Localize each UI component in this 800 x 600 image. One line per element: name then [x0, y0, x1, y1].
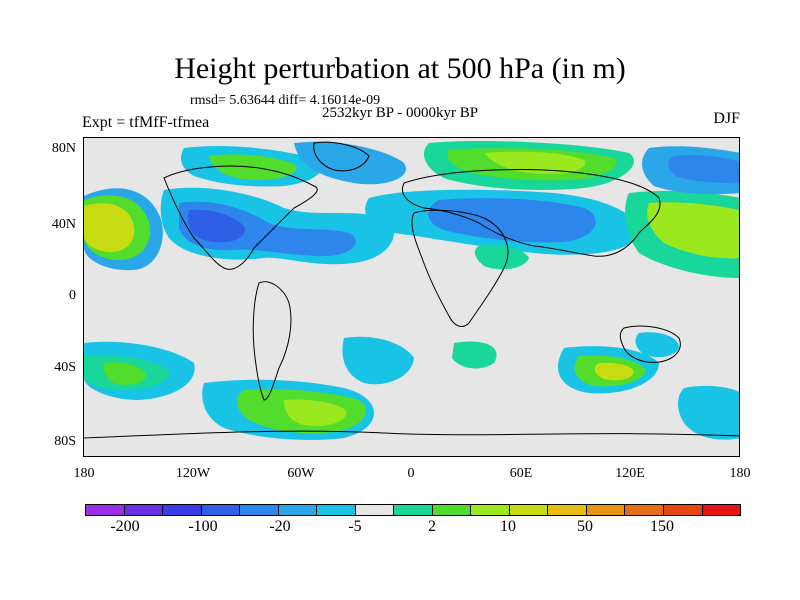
- coastlines: [84, 141, 739, 439]
- colorbar-segment-4: [240, 505, 279, 515]
- colorbar-segment-14: [625, 505, 664, 515]
- colorbar-label-7: 150: [650, 518, 674, 535]
- colorbar-label-1: -100: [188, 518, 218, 535]
- experiment-label: Expt = tfMfF-tfmea: [82, 114, 210, 131]
- x-tick-60w: 60W: [287, 466, 315, 481]
- fill-africa-blob: [474, 244, 529, 270]
- colorbar-label-0: -200: [110, 518, 140, 535]
- fill-greenland: [294, 141, 406, 185]
- colorbar-segment-3: [201, 505, 241, 515]
- colorbar-segment-15: [663, 505, 703, 515]
- fill-sh-africa: [452, 341, 497, 369]
- stats-label: rmsd= 5.63644 diff= 4.16014e-09: [190, 93, 381, 108]
- colorbar-label-2: -20: [269, 518, 291, 535]
- coast-australia: [619, 325, 681, 363]
- colorbar-segment-5: [278, 505, 318, 515]
- colorbar-segment-9: [432, 505, 472, 515]
- y-tick-40s: 40S: [54, 360, 76, 375]
- x-tick-120e: 120E: [615, 466, 645, 481]
- x-tick-60e: 60E: [509, 466, 533, 481]
- coast-eurasia: [401, 169, 661, 257]
- coast-greenland: [313, 141, 370, 172]
- colorbar-label-4: 2: [428, 518, 436, 535]
- colorbar-segment-7: [355, 505, 395, 515]
- fill-namerica-inner: [187, 209, 245, 243]
- colorbar-segment-2: [163, 505, 202, 515]
- coast-north-america: [163, 165, 318, 270]
- y-tick-40n: 40N: [51, 217, 76, 232]
- fill-sh-south-inner: [284, 399, 347, 426]
- coast-south-america: [252, 281, 292, 401]
- x-tick-120w: 120W: [175, 466, 211, 481]
- fill-eurasia-inner: [484, 151, 585, 174]
- colorbar: [85, 504, 741, 516]
- fill-sh-westpac-inner: [103, 362, 146, 385]
- fill-sh-eastpac: [678, 385, 739, 440]
- x-tick-180e: 180: [729, 466, 751, 481]
- season-label: DJF: [713, 110, 740, 127]
- y-tick-80n: 80N: [51, 141, 76, 156]
- colorbar-segment-10: [471, 505, 510, 515]
- coast-africa: [411, 209, 509, 327]
- fill-sh-atlantic-blue: [342, 336, 414, 385]
- colorbar-label-6: 50: [577, 518, 593, 535]
- fill-asia-band-inner: [428, 198, 596, 243]
- contour-fills: [84, 141, 739, 440]
- colorbar-segment-1: [124, 505, 164, 515]
- y-tick-0: 0: [69, 288, 76, 303]
- fill-pacific-inner: [84, 203, 135, 253]
- colorbar-label-5: 10: [500, 518, 516, 535]
- coast-antarctica: [84, 430, 739, 439]
- x-tick-0: 0: [407, 466, 415, 481]
- colorbar-label-3: -5: [348, 518, 362, 535]
- fill-sh-aus-blue: [635, 332, 679, 358]
- colorbar-segment-0: [86, 505, 125, 515]
- colorbar-segment-12: [548, 505, 587, 515]
- plot-title: Height perturbation at 500 hPa (in m): [174, 52, 626, 85]
- fill-sh-indian-inner: [594, 362, 634, 381]
- map-panel: [83, 137, 740, 457]
- fill-nwpacific-inner: [647, 202, 739, 259]
- colorbar-segment-11: [509, 505, 549, 515]
- period-label: 2532kyr BP - 0000kyr BP: [322, 105, 479, 121]
- colorbar-segment-16: [702, 505, 741, 515]
- fill-npacific-blue-inner: [668, 155, 739, 184]
- colorbar-segment-8: [394, 505, 433, 515]
- colorbar-segment-6: [317, 505, 356, 515]
- contour-map: [84, 141, 739, 440]
- y-tick-80s: 80S: [54, 434, 76, 449]
- x-tick-180w: 180: [73, 466, 95, 481]
- colorbar-segment-13: [586, 505, 626, 515]
